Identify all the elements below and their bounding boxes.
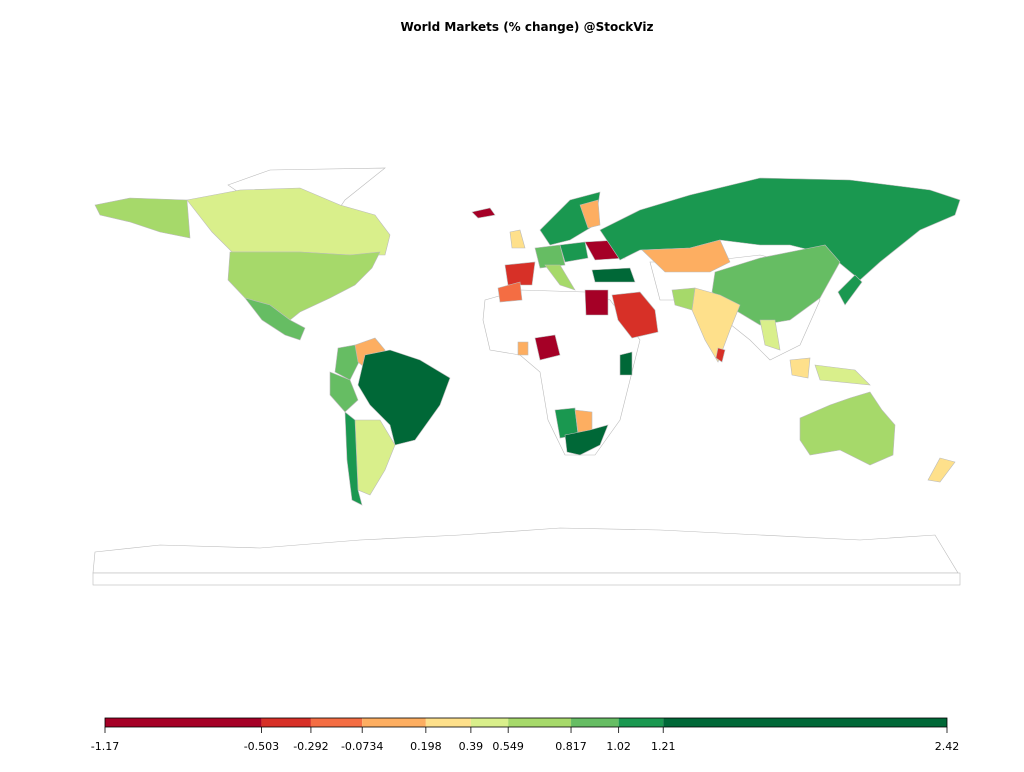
- country: [534, 244, 566, 269]
- legend-bin: [618, 718, 664, 727]
- country: [534, 334, 561, 361]
- country: [759, 319, 781, 351]
- country: [619, 351, 633, 376]
- legend-bin: [362, 718, 426, 727]
- country: [574, 409, 593, 433]
- legend-frame: [104, 717, 948, 728]
- country: [559, 241, 589, 263]
- country: [344, 411, 363, 506]
- legend: -1.17 -0.503 -0.292 -0.0734 0.198 0.39 0.549 0.…: [91, 717, 960, 753]
- world-map: [92, 167, 961, 586]
- legend-bin: [571, 718, 619, 727]
- country: [564, 424, 609, 456]
- country: [641, 239, 731, 273]
- country: [611, 291, 659, 339]
- country: [517, 341, 529, 356]
- country: [671, 287, 696, 311]
- country: [584, 289, 609, 316]
- country: [357, 349, 451, 446]
- legend-bin: [261, 718, 311, 727]
- legend-tick-label: 0.198: [410, 740, 442, 753]
- legend-tick-label: 0.549: [492, 740, 524, 753]
- country: [329, 371, 359, 413]
- country: [814, 364, 871, 386]
- country: [471, 207, 496, 219]
- legend-bin: [508, 718, 572, 727]
- legend-tick-label: -0.292: [293, 740, 328, 753]
- country: [544, 264, 576, 291]
- legend-tick-label: -1.17: [91, 740, 119, 753]
- country: [334, 344, 361, 381]
- legend-bin: [105, 718, 262, 727]
- country: [509, 229, 526, 249]
- country: [497, 281, 523, 303]
- country: [927, 457, 956, 483]
- legend-bin: [470, 718, 509, 727]
- legend-bin: [310, 718, 363, 727]
- country: [691, 287, 741, 363]
- legend-tick-label: 2.42: [935, 740, 960, 753]
- country: [799, 391, 896, 466]
- title: World Markets (% change) @StockViz: [401, 20, 654, 34]
- country: [227, 251, 381, 321]
- legend-tick-label: 1.21: [651, 740, 676, 753]
- country: [504, 261, 536, 286]
- legend-tick-label: 0.817: [555, 740, 587, 753]
- legend-tick-label: -0.0734: [341, 740, 383, 753]
- country: [715, 347, 726, 363]
- legend-bin: [663, 718, 947, 727]
- country: [789, 357, 811, 379]
- legend-tick-label: -0.503: [244, 740, 279, 753]
- land: [92, 527, 959, 574]
- legend-tick-label: 1.02: [606, 740, 631, 753]
- country: [837, 274, 863, 306]
- country: [591, 267, 636, 283]
- land: [92, 572, 961, 586]
- country: [579, 199, 601, 229]
- legend-tick-label: 0.39: [459, 740, 484, 753]
- country: [94, 197, 191, 239]
- country: [244, 297, 306, 341]
- country: [186, 187, 391, 256]
- legend-bin: [425, 718, 471, 727]
- country: [354, 419, 396, 496]
